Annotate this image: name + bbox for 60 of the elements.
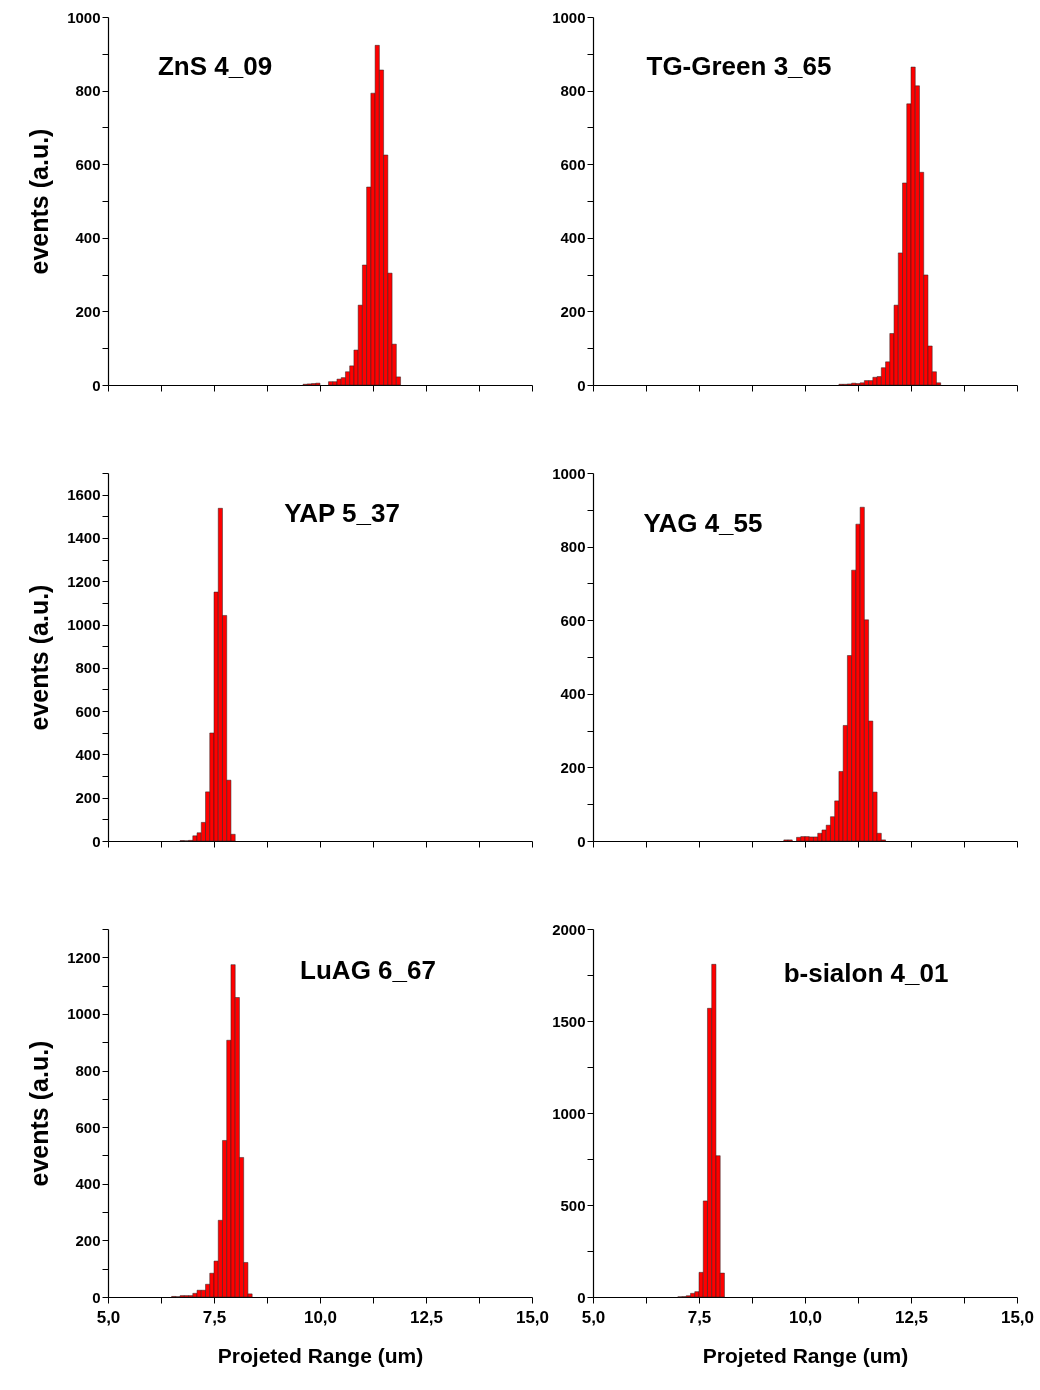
- y-tick-label: 1000: [67, 616, 101, 634]
- y-tick-label: 800: [75, 1062, 101, 1080]
- y-tick-label: 1000: [67, 1005, 101, 1023]
- x-tick-label: 7,5: [687, 1307, 712, 1327]
- y-tick-label: 400: [75, 745, 101, 763]
- y-tick-label: 400: [75, 229, 101, 247]
- y-tick-label: 200: [75, 302, 101, 320]
- y-tick-label: 200: [75, 789, 101, 807]
- y-tick-label: 600: [75, 702, 101, 720]
- x-tick-label: 7,5: [202, 1307, 227, 1327]
- text: LuAG 6_67: [300, 955, 436, 985]
- y-tick-label: 800: [75, 659, 101, 677]
- x-tick-label: 5,0: [96, 1307, 121, 1327]
- y-tick-label: 800: [560, 538, 586, 556]
- y-tick-label: 400: [75, 1175, 101, 1193]
- y-tick-label: 500: [560, 1196, 586, 1214]
- y-tick-label: 400: [560, 229, 586, 247]
- y-tick-label: 800: [560, 82, 586, 100]
- text: YAP 5_37: [284, 498, 400, 528]
- y-tick-label: 200: [75, 1231, 101, 1249]
- text: b-sialon 4_01: [783, 958, 949, 988]
- x-tick-label: 10,0: [303, 1307, 338, 1327]
- y-tick-label: 0: [92, 832, 101, 850]
- y-tick-label: 1000: [552, 1104, 586, 1122]
- y-tick-label: 0: [577, 376, 586, 394]
- y-tick-label: 1400: [67, 529, 101, 547]
- x-tick-label: 12,5: [409, 1307, 444, 1327]
- text: TG-Green 3_65: [646, 51, 832, 81]
- x-tick-label: 12,5: [894, 1307, 929, 1327]
- y-tick-label: 0: [577, 832, 586, 850]
- y-tick-label: 1200: [67, 948, 101, 966]
- y-tick-label: 0: [92, 1288, 101, 1306]
- y-tick-label: 1000: [552, 8, 586, 26]
- y-tick-label: 1000: [67, 8, 101, 26]
- x-axis-title: Projeted Range (um): [702, 1343, 909, 1367]
- y-axis-title: events (a.u.): [25, 1040, 54, 1187]
- y-tick-label: 1600: [67, 486, 101, 504]
- x-tick-label: 10,0: [788, 1307, 823, 1327]
- x-axis-title: Projeted Range (um): [217, 1343, 424, 1367]
- y-tick-label: 0: [577, 1288, 586, 1306]
- y-tick-label: 1500: [552, 1012, 586, 1030]
- y-tick-label: 600: [560, 155, 586, 173]
- text: YAG 4_55: [643, 508, 763, 538]
- x-tick-label: 15,0: [515, 1307, 550, 1327]
- y-tick-label: 200: [560, 758, 586, 776]
- y-axis-title: events (a.u.): [25, 128, 54, 275]
- y-tick-label: 400: [560, 685, 586, 703]
- y-tick-label: 600: [75, 155, 101, 173]
- text: ZnS 4_09: [157, 51, 273, 81]
- y-tick-label: 1000: [552, 464, 586, 482]
- x-tick-label: 5,0: [581, 1307, 606, 1327]
- y-tick-label: 200: [560, 302, 586, 320]
- y-tick-label: 600: [560, 611, 586, 629]
- x-tick-label: 15,0: [1000, 1307, 1035, 1327]
- y-tick-label: 800: [75, 82, 101, 100]
- y-tick-label: 1200: [67, 572, 101, 590]
- y-tick-label: 0: [92, 376, 101, 394]
- y-tick-label: 2000: [552, 920, 586, 938]
- y-tick-label: 600: [75, 1118, 101, 1136]
- y-axis-title: events (a.u.): [25, 584, 54, 731]
